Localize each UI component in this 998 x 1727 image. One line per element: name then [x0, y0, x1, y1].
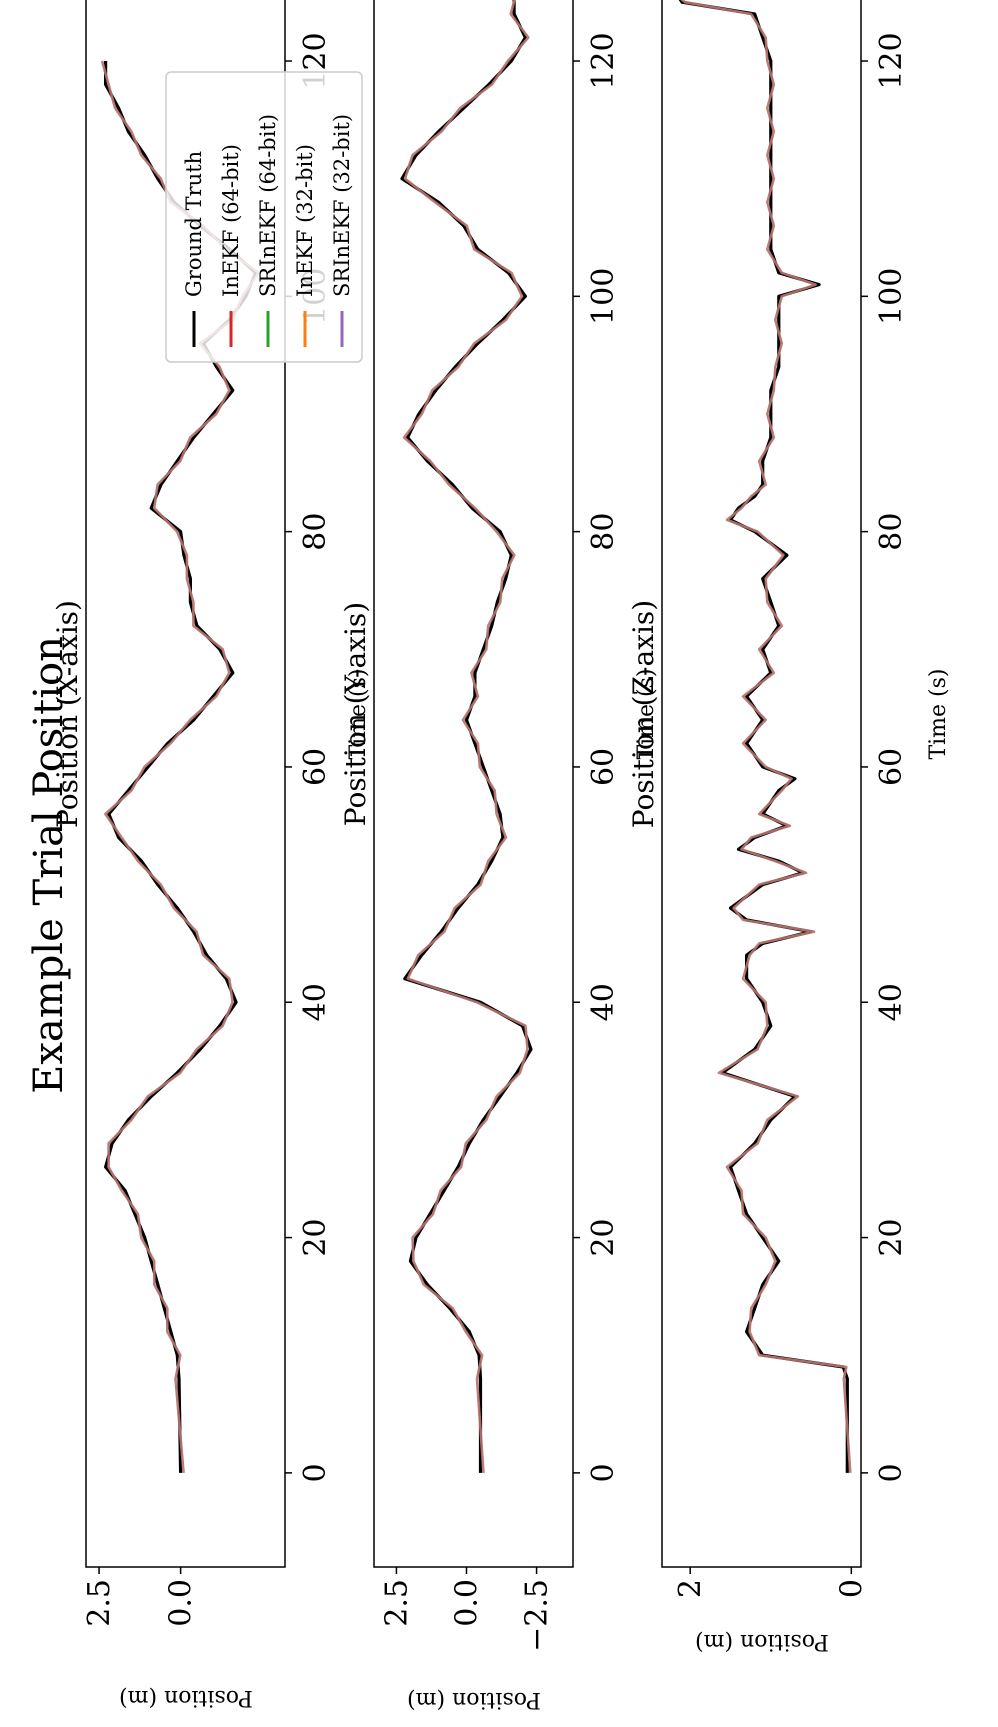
legend-label: InEKF (32-bit) — [293, 144, 317, 297]
xtick-label: 60 — [586, 748, 621, 786]
ylabel-y: Position (m) — [407, 1687, 541, 1712]
series-line-estimates-overlay — [404, 0, 528, 1473]
panel-title-y: Position (Y-axis) — [339, 602, 372, 826]
legend-label: InEKF (64-bit) — [219, 144, 243, 297]
xtick-label: 20 — [298, 1218, 333, 1256]
ytick-label: 0.0 — [449, 1579, 484, 1627]
ytick-label: 0.0 — [164, 1579, 199, 1627]
legend-label: Ground Truth — [182, 151, 206, 297]
plot-area-z — [662, 0, 861, 1567]
xtick-label: 20 — [874, 1218, 909, 1256]
ytick-label: 2 — [673, 1579, 708, 1598]
series-group-z — [671, 0, 851, 1473]
xtick-label: 0 — [874, 1463, 909, 1482]
xtick-label: 100 — [874, 268, 909, 325]
xtick-label: 20 — [586, 1218, 621, 1256]
ytick-label: 2.5 — [82, 1579, 117, 1627]
xtick-label: 80 — [874, 513, 909, 551]
ytick-label: 0 — [834, 1579, 869, 1598]
legend-label: SRInEKF (32-bit) — [330, 114, 354, 297]
xtick-label: 40 — [874, 983, 909, 1021]
xtick-label: 80 — [586, 513, 621, 551]
panel-y: 0 20 40 60 80 100 120 2.5 0.0 −2.5 Position (Y-ax… — [339, 0, 659, 1712]
xtick-label: 100 — [586, 268, 621, 325]
xtick-label: 80 — [298, 513, 333, 551]
xtick-label: 120 — [586, 32, 621, 89]
legend-label: SRInEKF (64-bit) — [256, 114, 280, 297]
panel-title-z: Position (Z-axis) — [627, 600, 660, 828]
xtick-label: 60 — [874, 748, 909, 786]
series-line-estimates-overlay — [671, 0, 851, 1473]
series-line-ground-truth — [402, 0, 531, 1473]
xtick-label: 40 — [298, 983, 333, 1021]
ylabel-z: Position (m) — [695, 1629, 829, 1654]
xtick-label: 0 — [298, 1463, 333, 1482]
xtick-label: 60 — [298, 748, 333, 786]
xtick-label: 120 — [874, 32, 909, 89]
plot-area-y — [374, 0, 573, 1567]
ytick-label: 2.5 — [379, 1579, 414, 1627]
panel-title-x: Position (X-axis) — [51, 600, 84, 828]
ytick-label: −2.5 — [520, 1579, 555, 1652]
series-group-y — [402, 0, 531, 1473]
series-line-ground-truth — [674, 0, 847, 1473]
legend: Ground Truth InEKF (64-bit) SRInEKF (64-bi… — [166, 72, 362, 362]
ylabel-x: Position (m) — [119, 1685, 253, 1710]
xtick-label: 0 — [586, 1463, 621, 1482]
figure-content: Example Trial Position 0204060801001202.… — [26, 0, 951, 1712]
xlabel-z: Time (s) — [926, 668, 951, 759]
xtick-label: 40 — [586, 983, 621, 1021]
